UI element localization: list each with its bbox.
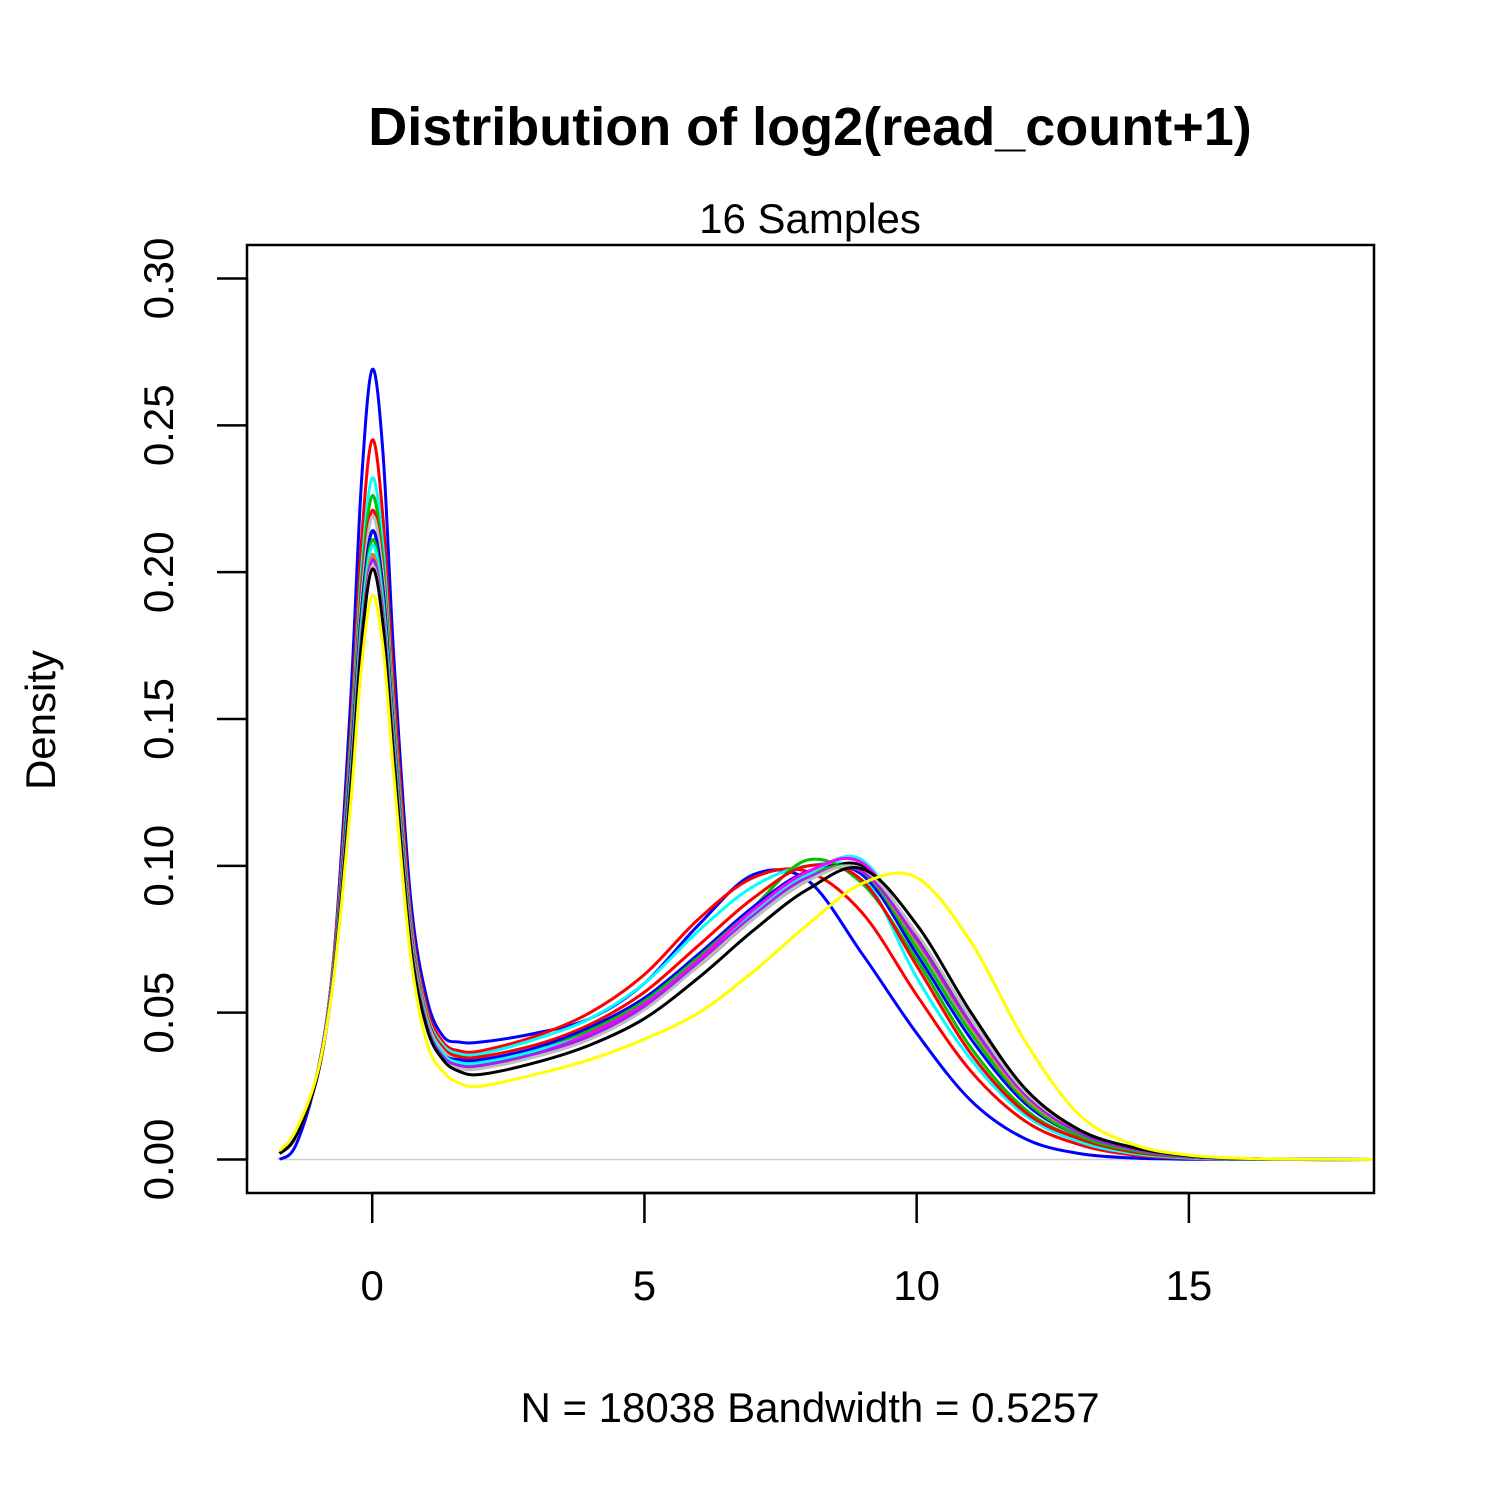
density-line-s1 — [278, 367, 1374, 1162]
y-tick-label: 0.00 — [135, 1119, 182, 1201]
density-line-s8 — [278, 529, 1375, 1162]
density-line-s16 — [278, 594, 1375, 1162]
y-axis-label: Density — [17, 650, 64, 790]
x-tick-label: 5 — [633, 1262, 656, 1309]
density-line-s12 — [278, 552, 1375, 1162]
y-tick-label: 0.30 — [135, 238, 182, 320]
y-tick-label: 0.25 — [135, 384, 182, 466]
y-tick-label: 0.05 — [135, 972, 182, 1054]
plot-frame — [245, 243, 1376, 1195]
y-tick-label: 0.10 — [135, 825, 182, 907]
density-line-s11 — [278, 555, 1375, 1162]
chart-subtitle: 16 Samples — [699, 195, 921, 242]
density-line-s7 — [278, 529, 1375, 1162]
y-tick-label: 0.20 — [135, 531, 182, 613]
x-tick-label: 0 — [361, 1262, 384, 1309]
series-layer — [278, 367, 1375, 1162]
density-line-s10 — [278, 544, 1375, 1162]
density-line-s9 — [278, 538, 1375, 1162]
chart-title: Distribution of log2(read_count+1) — [368, 97, 1252, 157]
x-axis-label: N = 18038 Bandwidth = 0.5257 — [520, 1384, 1099, 1431]
x-tick-label: 15 — [1166, 1262, 1213, 1309]
x-tick-label: 10 — [893, 1262, 940, 1309]
y-tick-label: 0.15 — [135, 678, 182, 760]
